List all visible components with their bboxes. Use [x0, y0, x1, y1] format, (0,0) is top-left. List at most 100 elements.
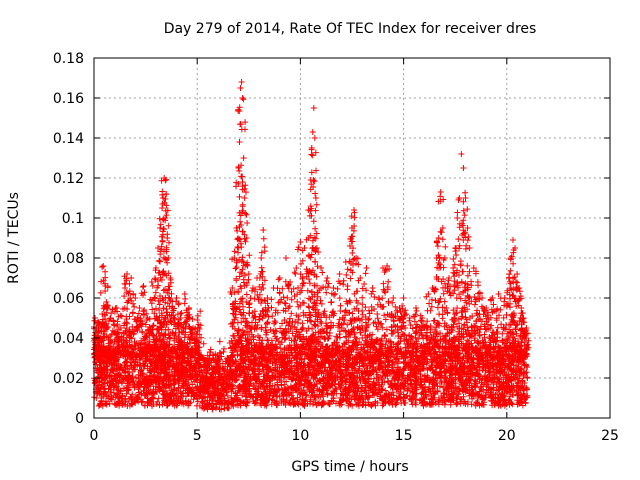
x-tick-label: 20: [498, 428, 516, 444]
data-point: [282, 255, 289, 261]
data-point: [144, 315, 151, 321]
y-tick-label: 0.14: [53, 131, 84, 147]
data-point: [204, 365, 211, 371]
data-point: [437, 189, 444, 195]
x-axis-label: GPS time / hours: [291, 459, 408, 475]
axes-box: [93, 57, 611, 419]
data-point: [357, 275, 364, 281]
data-point: [396, 305, 403, 311]
x-tick-label: 10: [291, 428, 309, 444]
data-point: [514, 271, 521, 277]
data-point: [369, 285, 376, 291]
data-point: [239, 95, 246, 101]
x-tick-label: 25: [601, 428, 619, 444]
data-point: [523, 325, 530, 331]
data-point: [458, 151, 465, 157]
y-axis-ticks: 0 0.02 0.04 0.06 0.08 0.1 0.12 0.14 0.16 0.18: [53, 51, 610, 427]
data-point: [363, 265, 370, 271]
data-point: [152, 265, 159, 271]
data-point: [512, 245, 519, 251]
data-point: [353, 255, 360, 261]
data-point: [92, 315, 99, 321]
data-point: [214, 365, 221, 371]
data-point: [276, 275, 283, 281]
y-tick-label: 0: [75, 411, 84, 427]
data-point: [501, 295, 508, 301]
data-point: [425, 291, 432, 297]
data-point: [162, 215, 169, 221]
data-point: [313, 245, 320, 251]
y-axis-label: ROTI / TECUs: [6, 192, 22, 284]
data-point: [245, 271, 252, 277]
data-point: [235, 165, 242, 171]
data-point: [433, 255, 440, 261]
data-point: [330, 285, 337, 291]
data-point: [241, 195, 248, 201]
data-point: [136, 305, 143, 311]
data-point: [346, 243, 353, 249]
y-tick-label: 0.08: [53, 251, 84, 267]
data-point: [406, 315, 413, 321]
data-point: [466, 245, 473, 251]
data-point: [225, 359, 232, 365]
data-point: [495, 291, 502, 297]
data-point: [260, 227, 267, 233]
data-point: [164, 235, 171, 241]
data-point: [229, 285, 236, 291]
y-tick-label: 0.12: [53, 171, 84, 187]
data-point: [264, 295, 271, 301]
data-point: [441, 255, 448, 261]
data-point: [429, 285, 436, 291]
data-point: [173, 295, 180, 301]
y-tick-label: 0.16: [53, 91, 84, 107]
data-point: [160, 195, 167, 201]
data-point: [507, 255, 514, 261]
data-point: [124, 271, 131, 277]
data-point: [464, 225, 471, 231]
data-point: [310, 105, 317, 111]
data-point: [287, 279, 294, 285]
data-point: [157, 225, 164, 231]
data-point: [154, 245, 161, 251]
data-point: [301, 245, 308, 251]
data-point: [128, 275, 135, 281]
data-point: [516, 285, 523, 291]
x-tick-label: 0: [90, 428, 99, 444]
data-points: [91, 79, 532, 413]
data-point: [390, 295, 397, 301]
data-point: [456, 195, 463, 201]
data-point: [169, 305, 176, 311]
data-point: [293, 265, 300, 271]
x-axis-ticks: 0 5 10 15 20 25: [90, 58, 619, 444]
data-point: [194, 335, 201, 341]
x-tick-label: 5: [193, 428, 202, 444]
y-tick-label: 0.04: [53, 331, 84, 347]
data-point: [103, 299, 110, 305]
data-point: [165, 255, 172, 261]
data-point: [342, 259, 349, 265]
data-point: [249, 285, 256, 291]
data-point: [198, 355, 205, 361]
data-point: [452, 245, 459, 251]
data-point: [400, 295, 407, 301]
data-point: [460, 165, 467, 171]
data-point: [95, 319, 102, 325]
data-point: [270, 285, 277, 291]
y-tick-label: 0.02: [53, 371, 84, 387]
data-point: [349, 225, 355, 231]
data-point: [121, 285, 128, 291]
data-point: [309, 129, 316, 135]
data-point: [324, 275, 331, 281]
data-point: [474, 279, 481, 285]
y-tick-label: 0.06: [53, 291, 84, 307]
data-point: [509, 237, 516, 243]
data-point: [483, 305, 490, 311]
data-point: [312, 195, 319, 201]
data-point: [311, 135, 318, 141]
data-point: [167, 275, 174, 281]
data-point: [307, 177, 314, 183]
data-point: [161, 175, 168, 181]
data-point: [159, 205, 166, 211]
